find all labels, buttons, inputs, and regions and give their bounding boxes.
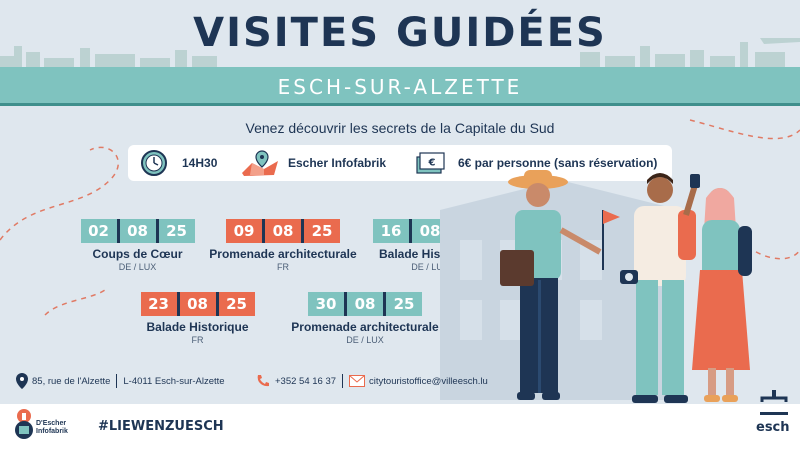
euro-symbol: € — [428, 158, 436, 169]
event-language: FR — [277, 262, 289, 272]
esch-logo-icon — [760, 390, 788, 415]
date-year: 25 — [158, 219, 195, 243]
date-month: 08 — [179, 292, 216, 316]
date-strip: 09 08 25 — [226, 219, 340, 243]
event-language: DE / LUX — [118, 262, 157, 272]
city-skyline-illustration — [0, 38, 800, 68]
clock-icon — [141, 150, 167, 176]
price-text: 6€ par personne (sans réservation) — [458, 156, 658, 170]
subtitle: Venez découvrir les secrets de la Capita… — [245, 120, 555, 136]
date-month: 08 — [119, 219, 156, 243]
event-block: 30 08 25 Promenade architecturale DE / L… — [285, 292, 445, 345]
phone-number[interactable]: +352 54 16 37 — [275, 375, 337, 387]
date-month: 08 — [347, 292, 383, 316]
address-info: 85, rue de l'Alzette L-4011 Esch-sur-Alz… — [16, 366, 225, 396]
event-title: Promenade architecturale — [291, 320, 439, 334]
event-language: DE / LUX — [411, 262, 449, 272]
date-day: 02 — [80, 219, 117, 243]
date-year: 25 — [386, 292, 422, 316]
date-day: 30 — [308, 292, 344, 316]
email-icon — [349, 375, 366, 387]
address-city: L-4011 Esch-sur-Alzette — [123, 375, 225, 387]
info-box: 14H30 Escher Infofabrik € 6€ par personn… — [128, 145, 672, 181]
date-day: 09 — [226, 219, 262, 243]
date-strip: 30 08 25 — [308, 292, 422, 316]
event-title: Balade Historique — [146, 320, 249, 334]
city-name: ESCH-SUR-ALZETTE — [277, 75, 523, 99]
date-strip: 02 08 25 — [80, 219, 195, 243]
location-pin-icon — [16, 373, 28, 389]
bottom-bar — [0, 404, 800, 450]
location-text: Escher Infofabrik — [288, 156, 387, 170]
phone-icon — [257, 375, 269, 387]
phone-info: +352 54 16 37 citytouristoffice@villeesc… — [256, 366, 488, 396]
event-title: Promenade architecturale — [209, 247, 357, 261]
time-info: 14H30 — [140, 145, 217, 181]
price-info: € 6€ par personne (sans réservation) — [416, 145, 657, 181]
event-block: 09 08 25 Promenade architecturale FR — [205, 219, 361, 272]
hashtag: #LIEWENZUESCH — [98, 419, 224, 434]
event-language: DE / LUX — [346, 335, 384, 345]
infofabrik-logo-icon — [15, 409, 33, 439]
tourists-illustration — [440, 170, 752, 403]
infofabrik-logo-text: D'Escher Infofabrik — [36, 420, 68, 435]
date-month: 08 — [265, 219, 301, 243]
date-strip: 23 08 25 — [140, 292, 255, 316]
time-text: 14H30 — [182, 156, 218, 170]
band-underline — [0, 103, 800, 106]
date-year: 25 — [218, 292, 255, 316]
event-block: 23 08 25 Balade Historique FR — [140, 292, 255, 345]
event-block: 02 08 25 Coups de Cœur DE / LUX — [70, 219, 205, 272]
location-info: Escher Infofabrik — [240, 145, 386, 181]
event-title: Coups de Cœur — [92, 247, 183, 261]
map-pin-icon — [242, 150, 278, 176]
banknote-icon: € — [416, 152, 445, 174]
event-language: FR — [191, 335, 204, 345]
esch-logo-text: esch — [756, 420, 790, 435]
city-band — [0, 67, 800, 103]
date-day: 23 — [140, 292, 177, 316]
page-title: VISITES GUIDÉES — [193, 10, 607, 56]
date-day: 16 — [373, 219, 409, 243]
date-year: 25 — [304, 219, 340, 243]
address-street: 85, rue de l'Alzette — [32, 375, 111, 387]
email-address[interactable]: citytouristoffice@villeesch.lu — [369, 375, 488, 387]
